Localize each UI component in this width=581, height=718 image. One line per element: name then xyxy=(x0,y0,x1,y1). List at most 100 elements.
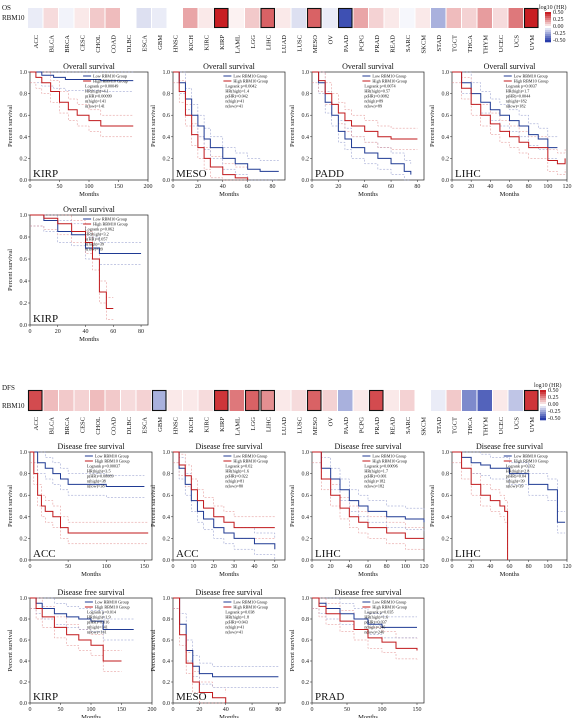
heatmap-cell-highlight xyxy=(213,389,229,412)
heatmap-cell xyxy=(183,390,198,411)
x-axis-label: Months xyxy=(219,714,239,718)
legend-entry: High RBM10 Group xyxy=(93,79,128,84)
high-group-ci xyxy=(312,71,418,129)
y-tick-label: 1.0 xyxy=(20,70,28,76)
legend-entry: Low RBM10 Group xyxy=(233,74,267,79)
heatmap-cell xyxy=(477,390,492,411)
legend-swatch xyxy=(545,32,551,35)
x-tick-label: 120 xyxy=(420,564,429,570)
legend-entry: p(HR)=0.04 xyxy=(506,474,527,479)
legend-swatch xyxy=(540,396,546,399)
x-axis-label: Months xyxy=(358,571,378,578)
heatmap-cell xyxy=(477,8,492,28)
x-tick-label: 20 xyxy=(195,184,201,190)
heatmap-cell xyxy=(245,390,260,411)
legend-entry: High RBM10 Group xyxy=(514,79,549,84)
y-tick-label: 0.8 xyxy=(442,92,450,98)
km-panel-dfs-acc2: Disease free survival 0.0 0.2 0.4 0.6 0.8 1.0 0… xyxy=(150,442,286,578)
heatmap-cell xyxy=(524,390,539,411)
heatmap-cell xyxy=(214,390,229,411)
heatmap-cell xyxy=(59,390,74,411)
y-tick-label: 0.2 xyxy=(163,680,171,686)
cancer-tick-label: LUSC xyxy=(296,417,303,434)
cancer-tick-label: KICH xyxy=(188,35,195,51)
legend-entry: High RBM10 Group xyxy=(233,605,268,610)
x-tick-label: 60 xyxy=(110,329,116,335)
cancer-tick-label: SKCM xyxy=(420,35,427,54)
legend-entry: p(HR)=0.0082 xyxy=(364,94,389,99)
y-tick-label: 0.8 xyxy=(20,92,28,98)
x-tick-label: 0 xyxy=(29,184,32,190)
legend-entry: Low RBM10 Group xyxy=(95,454,129,459)
x-tick-label: 20 xyxy=(196,707,202,713)
heatmap-cell xyxy=(152,390,167,411)
cancer-tick-label: PAAD xyxy=(343,35,350,52)
gene-label: RBM10 xyxy=(2,14,25,22)
legend-entry: Logrank p=0.0042 xyxy=(225,84,256,89)
heatmap-cell xyxy=(136,390,151,411)
low-group-ci xyxy=(452,451,566,512)
heatmap-legend: log10 (HR)0.500.250.00-0.25-0.50 xyxy=(539,4,567,44)
high-group-ci xyxy=(173,82,248,181)
low-group-curve xyxy=(312,71,412,175)
y-tick-label: 1.0 xyxy=(163,596,171,602)
legend-swatch xyxy=(540,416,546,419)
high-group-ci xyxy=(452,71,566,154)
high-group-ci xyxy=(30,82,134,138)
cancer-tick-label: CHOL xyxy=(95,417,102,435)
x-tick-label: 80 xyxy=(384,564,390,570)
cancer-tick-label: GBM xyxy=(157,35,164,50)
legend-swatch xyxy=(540,400,546,403)
low-group-ci xyxy=(312,462,425,533)
x-axis-label: Months xyxy=(219,571,239,578)
cancer-label: ACC xyxy=(33,548,56,560)
cancer-tick-label: TGCT xyxy=(451,417,458,434)
y-tick-label: 0.0 xyxy=(163,701,171,707)
y-tick-label: 1.0 xyxy=(20,450,28,456)
heatmap-cell xyxy=(462,8,477,28)
heatmap-cell xyxy=(369,390,384,411)
cancer-tick-label: UCS xyxy=(513,35,520,48)
low-group-ci xyxy=(30,462,145,498)
heatmap-cell xyxy=(229,390,244,411)
legend-entry: n(low)=182 xyxy=(506,104,526,109)
heatmap-cell-highlight xyxy=(306,389,322,412)
heatmap-cell xyxy=(338,8,353,28)
heatmap-cell-highlight xyxy=(523,389,539,412)
heatmap-cell xyxy=(276,390,291,411)
low-group-ci xyxy=(452,71,558,138)
x-tick-label: 150 xyxy=(114,184,123,190)
plot-frame xyxy=(172,597,286,704)
cancer-tick-label: SARC xyxy=(405,417,412,434)
legend-entry: High RBM10 Group xyxy=(95,459,130,464)
heatmap-cell xyxy=(74,8,89,28)
x-tick-label: 100 xyxy=(85,184,94,190)
cancer-label: MESO xyxy=(176,168,207,180)
x-tick-label: 40 xyxy=(346,564,352,570)
y-axis-label: Percent survival xyxy=(150,105,157,147)
legend-entry: n(low)=41 xyxy=(225,630,243,635)
legend-entry: n(low)=89 xyxy=(364,104,382,109)
x-tick-label: 80 xyxy=(270,184,276,190)
legend-entry: n(high)=182 xyxy=(506,99,527,104)
cancer-tick-label: CHOL xyxy=(95,35,102,53)
y-tick-label: 0.2 xyxy=(20,536,28,542)
x-tick-label: 60 xyxy=(388,184,394,190)
y-tick-label: 1.0 xyxy=(442,70,450,76)
legend-entry: Logrank p=0.035 xyxy=(364,610,393,615)
legend-entry: High RBM10 Group xyxy=(233,459,268,464)
x-tick-label: 20 xyxy=(55,329,61,335)
y-axis-label: Percent survival xyxy=(429,485,436,527)
x-axis-label: Months xyxy=(79,336,99,343)
legend-tick: -0.50 xyxy=(548,416,561,422)
low-group-curve xyxy=(452,451,566,523)
legend-tick: 0.00 xyxy=(553,24,564,30)
x-axis-label: Months xyxy=(79,191,99,198)
heatmap-cell xyxy=(167,390,182,411)
low-group-ci xyxy=(173,462,276,560)
y-tick-label: 0.2 xyxy=(442,536,450,542)
cancer-tick-label: DLBC xyxy=(126,35,133,52)
low-group-curve xyxy=(173,71,279,172)
low-group-ci xyxy=(30,597,134,620)
high-group-curve xyxy=(452,451,509,560)
